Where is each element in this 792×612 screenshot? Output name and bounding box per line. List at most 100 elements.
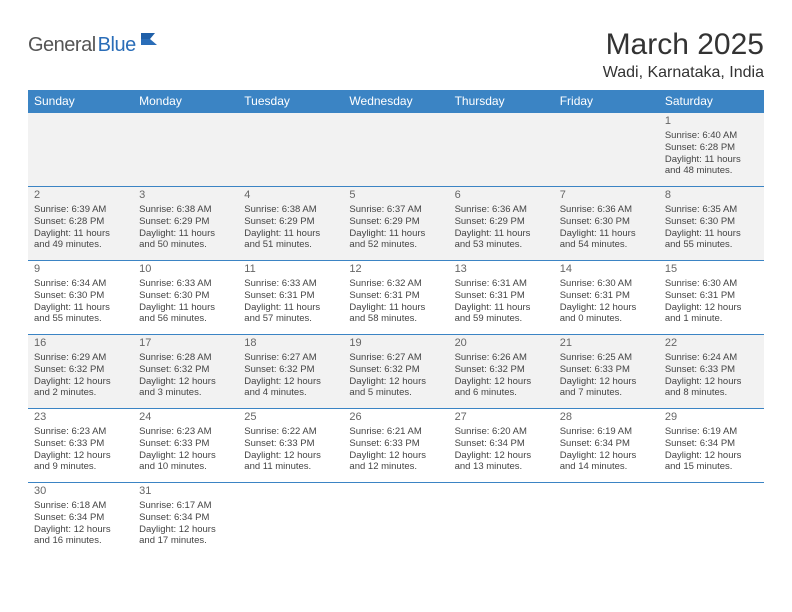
sunrise-text: Sunrise: 6:33 AM <box>139 278 232 290</box>
sunset-text: Sunset: 6:33 PM <box>244 438 337 450</box>
daylight2-text: and 13 minutes. <box>455 461 548 473</box>
calendar-cell: 14Sunrise: 6:30 AMSunset: 6:31 PMDayligh… <box>554 261 659 335</box>
sunrise-text: Sunrise: 6:30 AM <box>560 278 653 290</box>
calendar-cell: 11Sunrise: 6:33 AMSunset: 6:31 PMDayligh… <box>238 261 343 335</box>
logo: GeneralBlue <box>28 28 158 57</box>
sunset-text: Sunset: 6:32 PM <box>455 364 548 376</box>
sunset-text: Sunset: 6:29 PM <box>455 216 548 228</box>
day-number: 22 <box>665 337 758 351</box>
daylight2-text: and 52 minutes. <box>349 239 442 251</box>
day-number: 5 <box>349 189 442 203</box>
daylight1-text: Daylight: 11 hours <box>244 228 337 240</box>
sunset-text: Sunset: 6:33 PM <box>34 438 127 450</box>
sunrise-text: Sunrise: 6:29 AM <box>34 352 127 364</box>
daylight2-text: and 5 minutes. <box>349 387 442 399</box>
day-header-wednesday: Wednesday <box>343 90 448 113</box>
sunrise-text: Sunrise: 6:35 AM <box>665 204 758 216</box>
daylight2-text: and 49 minutes. <box>34 239 127 251</box>
calendar-cell: 5Sunrise: 6:37 AMSunset: 6:29 PMDaylight… <box>343 187 448 261</box>
daylight2-text: and 48 minutes. <box>665 165 758 177</box>
day-number: 27 <box>455 411 548 425</box>
sunrise-text: Sunrise: 6:37 AM <box>349 204 442 216</box>
daylight1-text: Daylight: 12 hours <box>665 450 758 462</box>
sunset-text: Sunset: 6:32 PM <box>34 364 127 376</box>
daylight1-text: Daylight: 12 hours <box>560 376 653 388</box>
daylight1-text: Daylight: 11 hours <box>244 302 337 314</box>
sunrise-text: Sunrise: 6:27 AM <box>244 352 337 364</box>
calendar-cell: 26Sunrise: 6:21 AMSunset: 6:33 PMDayligh… <box>343 409 448 483</box>
day-number: 31 <box>139 485 232 499</box>
calendar-page: GeneralBlue March 2025 Wadi, Karnataka, … <box>0 0 792 557</box>
day-number: 7 <box>560 189 653 203</box>
calendar-cell: 6Sunrise: 6:36 AMSunset: 6:29 PMDaylight… <box>449 187 554 261</box>
daylight1-text: Daylight: 11 hours <box>665 154 758 166</box>
sunrise-text: Sunrise: 6:38 AM <box>244 204 337 216</box>
calendar-cell: 31Sunrise: 6:17 AMSunset: 6:34 PMDayligh… <box>133 483 238 557</box>
daylight1-text: Daylight: 12 hours <box>665 376 758 388</box>
calendar-week-row: 9Sunrise: 6:34 AMSunset: 6:30 PMDaylight… <box>28 261 764 335</box>
location-label: Wadi, Karnataka, India <box>603 64 764 82</box>
calendar-cell: 2Sunrise: 6:39 AMSunset: 6:28 PMDaylight… <box>28 187 133 261</box>
calendar-cell: 15Sunrise: 6:30 AMSunset: 6:31 PMDayligh… <box>659 261 764 335</box>
day-number: 28 <box>560 411 653 425</box>
calendar-table: Sunday Monday Tuesday Wednesday Thursday… <box>28 90 764 557</box>
calendar-header-row: Sunday Monday Tuesday Wednesday Thursday… <box>28 90 764 113</box>
day-number: 10 <box>139 263 232 277</box>
calendar-cell: 23Sunrise: 6:23 AMSunset: 6:33 PMDayligh… <box>28 409 133 483</box>
sunset-text: Sunset: 6:28 PM <box>665 142 758 154</box>
calendar-cell: 21Sunrise: 6:25 AMSunset: 6:33 PMDayligh… <box>554 335 659 409</box>
sunset-text: Sunset: 6:34 PM <box>455 438 548 450</box>
sunset-text: Sunset: 6:30 PM <box>665 216 758 228</box>
day-number: 14 <box>560 263 653 277</box>
calendar-cell: 12Sunrise: 6:32 AMSunset: 6:31 PMDayligh… <box>343 261 448 335</box>
daylight2-text: and 9 minutes. <box>34 461 127 473</box>
daylight1-text: Daylight: 11 hours <box>665 228 758 240</box>
calendar-body: 1Sunrise: 6:40 AMSunset: 6:28 PMDaylight… <box>28 113 764 557</box>
calendar-cell: 24Sunrise: 6:23 AMSunset: 6:33 PMDayligh… <box>133 409 238 483</box>
calendar-cell <box>133 113 238 187</box>
sunrise-text: Sunrise: 6:33 AM <box>244 278 337 290</box>
calendar-cell <box>449 483 554 557</box>
day-number: 18 <box>244 337 337 351</box>
calendar-cell: 10Sunrise: 6:33 AMSunset: 6:30 PMDayligh… <box>133 261 238 335</box>
calendar-cell: 9Sunrise: 6:34 AMSunset: 6:30 PMDaylight… <box>28 261 133 335</box>
day-header-sunday: Sunday <box>28 90 133 113</box>
sunset-text: Sunset: 6:29 PM <box>349 216 442 228</box>
day-number: 15 <box>665 263 758 277</box>
calendar-cell: 27Sunrise: 6:20 AMSunset: 6:34 PMDayligh… <box>449 409 554 483</box>
daylight1-text: Daylight: 11 hours <box>455 302 548 314</box>
sunrise-text: Sunrise: 6:38 AM <box>139 204 232 216</box>
sunset-text: Sunset: 6:34 PM <box>665 438 758 450</box>
calendar-cell <box>554 483 659 557</box>
sunset-text: Sunset: 6:34 PM <box>139 512 232 524</box>
calendar-cell: 28Sunrise: 6:19 AMSunset: 6:34 PMDayligh… <box>554 409 659 483</box>
logo-text-blue: Blue <box>98 34 136 57</box>
day-number: 13 <box>455 263 548 277</box>
daylight1-text: Daylight: 12 hours <box>34 376 127 388</box>
daylight1-text: Daylight: 11 hours <box>139 302 232 314</box>
day-number: 26 <box>349 411 442 425</box>
month-title: March 2025 <box>603 28 764 62</box>
day-number: 1 <box>665 115 758 129</box>
sunset-text: Sunset: 6:34 PM <box>34 512 127 524</box>
daylight2-text: and 4 minutes. <box>244 387 337 399</box>
sunset-text: Sunset: 6:31 PM <box>244 290 337 302</box>
logo-flag-icon <box>140 31 158 49</box>
sunset-text: Sunset: 6:28 PM <box>34 216 127 228</box>
calendar-cell: 16Sunrise: 6:29 AMSunset: 6:32 PMDayligh… <box>28 335 133 409</box>
sunrise-text: Sunrise: 6:20 AM <box>455 426 548 438</box>
sunrise-text: Sunrise: 6:28 AM <box>139 352 232 364</box>
calendar-cell: 17Sunrise: 6:28 AMSunset: 6:32 PMDayligh… <box>133 335 238 409</box>
daylight2-text: and 56 minutes. <box>139 313 232 325</box>
sunset-text: Sunset: 6:32 PM <box>349 364 442 376</box>
day-header-monday: Monday <box>133 90 238 113</box>
calendar-cell <box>343 483 448 557</box>
daylight1-text: Daylight: 11 hours <box>455 228 548 240</box>
daylight1-text: Daylight: 12 hours <box>455 376 548 388</box>
daylight2-text: and 17 minutes. <box>139 535 232 547</box>
day-header-friday: Friday <box>554 90 659 113</box>
daylight2-text: and 11 minutes. <box>244 461 337 473</box>
calendar-cell <box>238 113 343 187</box>
calendar-cell: 1Sunrise: 6:40 AMSunset: 6:28 PMDaylight… <box>659 113 764 187</box>
calendar-cell <box>343 113 448 187</box>
